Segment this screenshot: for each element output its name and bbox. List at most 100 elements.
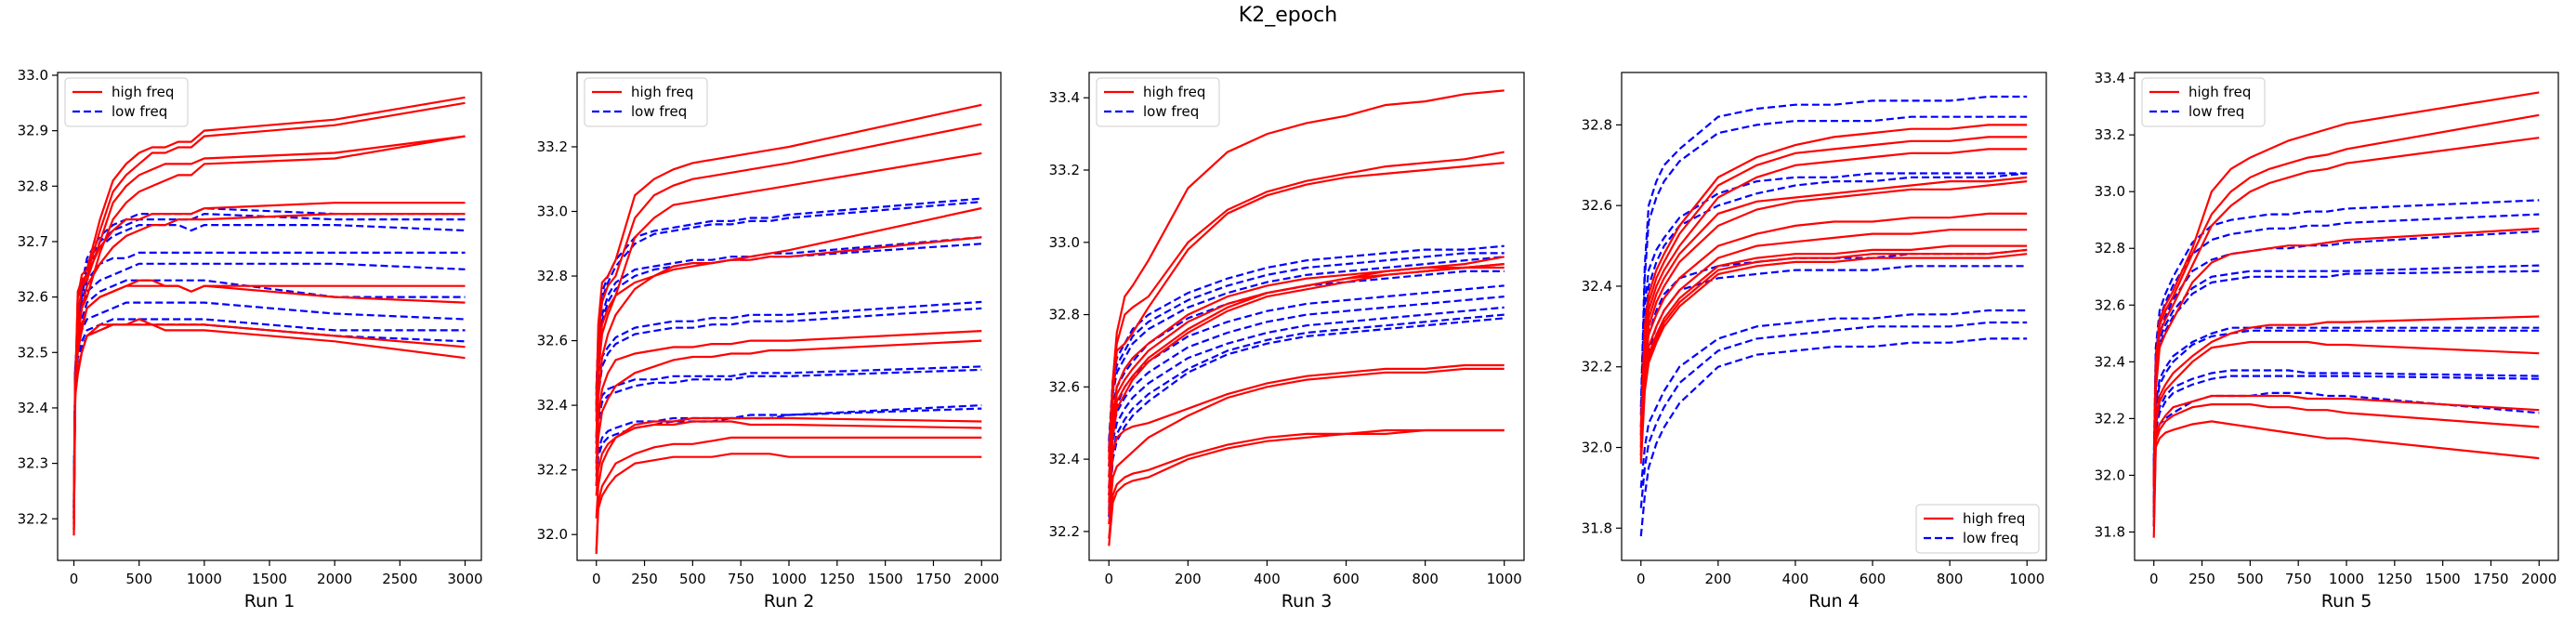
series-line-high-2 — [1108, 151, 1505, 460]
legend-box — [1096, 77, 1220, 127]
series-group — [1108, 89, 1505, 546]
y-tick-label: 33.2 — [2095, 126, 2125, 143]
series-line-high-3 — [1639, 148, 2028, 436]
legend: high freq low freq — [64, 77, 189, 127]
legend-label-2: low freq — [112, 103, 167, 120]
series-line-low-13 — [1108, 252, 1505, 449]
series-line-high-1 — [2152, 91, 2540, 476]
series-line-low-16 — [2152, 329, 2540, 505]
x-tick-label: 2000 — [2521, 571, 2556, 587]
x-tick-label: 1000 — [771, 571, 807, 587]
series-line-low-19 — [1108, 313, 1505, 510]
y-tick-label: 32.4 — [2095, 353, 2125, 370]
x-tick-label: 1000 — [2009, 571, 2044, 587]
series-line-high-8 — [2152, 403, 2540, 527]
x-tick-label: 750 — [2285, 571, 2312, 587]
series-line-low-19 — [595, 368, 982, 464]
series-line-high-8 — [1639, 244, 2028, 456]
y-tick-label: 32.0 — [1582, 440, 1612, 456]
x-tick-label: 250 — [2188, 571, 2215, 587]
series-line-high-9 — [1108, 367, 1505, 525]
x-tick-label: 800 — [1937, 571, 1964, 587]
series-line-high-1 — [595, 103, 982, 406]
series-line-low-17 — [2152, 369, 2540, 513]
series-line-high-5 — [1639, 180, 2028, 444]
series-group — [72, 96, 466, 536]
axes-frame — [1088, 72, 1525, 561]
series-line-low-10 — [2152, 199, 2540, 462]
y-tick-label: 32.6 — [1049, 378, 1080, 395]
y-tick-label: 32.4 — [18, 400, 48, 416]
y-tick-label: 32.7 — [18, 233, 48, 250]
x-tick-label: 0 — [1104, 571, 1113, 587]
series-line-high-7 — [595, 339, 982, 487]
legend: high freq low freq — [584, 77, 708, 127]
y-tick-label: 33.0 — [2095, 183, 2125, 200]
series-line-low-14 — [1639, 172, 2028, 436]
series-line-high-3 — [72, 135, 466, 514]
series-line-high-10 — [595, 436, 982, 551]
series-line-high-10 — [72, 323, 466, 531]
series-line-low-15 — [1639, 248, 2028, 448]
y-tick-label: 32.8 — [2095, 240, 2125, 256]
y-tick-label: 32.2 — [18, 510, 48, 527]
y-tick-label: 32.2 — [2095, 410, 2125, 427]
y-tick-label: 32.5 — [18, 344, 48, 361]
x-tick-label: 2500 — [382, 571, 417, 587]
x-tick-label: 1500 — [252, 571, 287, 587]
series-line-high-5 — [72, 202, 466, 519]
legend-label-1: high freq — [112, 84, 174, 100]
x-tick-label: 500 — [125, 571, 152, 587]
x-tick-label: 750 — [728, 571, 755, 587]
x-tick-label: 400 — [1782, 571, 1809, 587]
x-axis-label: Run 4 — [1808, 591, 1860, 611]
series-line-low-14 — [2152, 270, 2540, 487]
series-line-low-18 — [1639, 321, 2028, 508]
series-line-low-11 — [1639, 95, 2028, 408]
series-line-low-17 — [1639, 309, 2028, 489]
legend-label-1: high freq — [2188, 84, 2251, 100]
legend-label-1: high freq — [1963, 510, 2025, 527]
series-line-low-12 — [1108, 244, 1505, 441]
axes-frame — [1621, 72, 2047, 561]
y-tick-label: 31.8 — [2095, 523, 2125, 540]
series-line-low-17 — [72, 301, 466, 514]
series-line-low-13 — [1639, 172, 2028, 427]
x-tick-label: 1000 — [2329, 571, 2364, 587]
legend-label-2: low freq — [1143, 103, 1199, 120]
series-line-high-3 — [595, 151, 982, 422]
legend: high freq low freq — [2141, 77, 2266, 127]
x-tick-label: 1250 — [820, 571, 855, 587]
legend-box — [2141, 77, 2266, 127]
y-tick-label: 33.2 — [1049, 162, 1080, 178]
series-line-high-10 — [1639, 253, 2028, 464]
series-line-low-17 — [1108, 296, 1505, 489]
legend-box — [64, 77, 189, 127]
series-line-high-8 — [72, 279, 466, 525]
legend-label-2: low freq — [631, 103, 687, 120]
x-tick-label: 1000 — [187, 571, 222, 587]
series-group — [2152, 91, 2540, 538]
y-tick-label: 33.0 — [18, 67, 48, 84]
series-line-high-4 — [595, 206, 982, 438]
x-tick-label: 400 — [1254, 571, 1281, 587]
y-tick-label: 32.8 — [1049, 307, 1080, 323]
series-line-low-16 — [1639, 265, 2028, 456]
series-line-high-6 — [2152, 340, 2540, 510]
series-line-high-6 — [595, 330, 982, 470]
series-line-low-12 — [1639, 115, 2028, 415]
x-tick-label: 600 — [1860, 571, 1886, 587]
legend-label-1: high freq — [631, 84, 693, 100]
legend: high freq low freq — [1096, 77, 1220, 127]
series-line-high-1 — [72, 96, 466, 531]
series-line-high-10 — [1108, 428, 1505, 539]
x-tick-label: 0 — [2149, 571, 2159, 587]
series-line-low-19 — [72, 323, 466, 519]
y-tick-label: 32.8 — [537, 268, 568, 284]
series-line-low-20 — [595, 404, 982, 477]
y-tick-label: 32.2 — [537, 462, 568, 479]
series-line-low-14 — [1108, 256, 1505, 453]
y-tick-label: 33.0 — [1049, 234, 1080, 251]
